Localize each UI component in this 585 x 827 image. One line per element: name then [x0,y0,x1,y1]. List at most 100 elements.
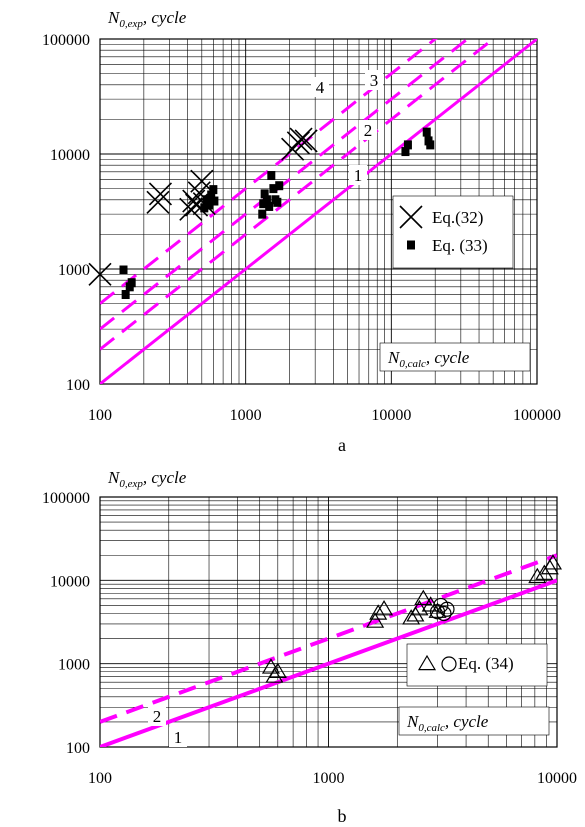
y-tick-label: 100000 [42,490,90,507]
marker-x [289,127,313,151]
y-tick-label: 100 [66,377,90,394]
line-label-1: 1 [174,728,183,747]
x-tick-label: 10000 [371,407,411,424]
legend-box [392,195,514,269]
marker-square [204,200,213,210]
marker-square [269,184,278,194]
marker-square [202,195,211,205]
marker-square [403,140,412,150]
marker-triangle [369,604,388,620]
marker-x [286,131,310,155]
x-axis-label-bg [398,706,550,736]
x-tick-label: 100 [88,407,112,424]
marker-square [258,209,267,219]
marker-square [121,290,130,300]
panel-label: b [338,806,347,826]
marker-x [146,190,170,214]
x-tick-label: 10000 [537,770,577,787]
marker-triangle [268,662,287,678]
legend-entry-x: Eq.(32) [432,208,483,227]
marker-triangle [410,600,429,616]
legend-entry-triangle: Eq. (34) [458,654,514,673]
y-axis-label: N0,exp, cycle [107,8,187,30]
marker-triangle [417,654,437,671]
marker-square [275,181,284,191]
line-label-3: 3 [370,71,379,90]
legend: Eq.(32) Eq. (33) [392,195,514,269]
x-axis-label: N0,calc, cycle [406,712,489,734]
x-tick-label: 100 [88,770,112,787]
marker-triangle [406,606,425,622]
line-label-2: 2 [153,707,162,726]
y-tick-label: 1000 [58,657,90,674]
marker-square [265,201,274,211]
reference-line-1 [100,578,557,747]
marker-circle [441,656,457,672]
line-label-2: 2 [364,121,373,140]
marker-square [426,140,435,150]
line-label-bg [359,120,377,140]
marker-square [401,147,410,157]
x-tick-label: 1000 [230,407,262,424]
line-label-bg [349,165,367,185]
reference-lines [100,553,557,747]
marker-triangle [374,600,394,616]
legend: Eq. (34) [406,643,548,687]
marker-circle [439,601,455,617]
marker-square [260,189,269,199]
marker-square [119,265,128,275]
marker-square [207,190,216,200]
marker-square [273,197,282,207]
line-label-1: 1 [354,166,363,185]
plot-frame [99,38,538,385]
marker-triangle [366,612,385,628]
line-label-bg [365,70,383,90]
plot-frame [99,496,558,748]
marker-x [190,169,214,193]
reference-line-3 [100,39,470,331]
series-triangle [261,554,562,683]
line-label-bg [169,727,187,747]
reference-line-2 [100,39,496,351]
legend-box [406,643,548,687]
marker-square [407,240,415,250]
panel-label: a [338,435,346,455]
marker-triangle [535,564,554,580]
marker-triangle [414,589,433,606]
series-x [88,127,318,286]
series-square [119,127,435,300]
marker-square [262,195,271,205]
marker-square [267,171,276,181]
panel-a: 100 1000 10000 100000 100 1000 10000 100000 1 2 3 4… [42,8,561,455]
x-tick-label: 100000 [513,407,561,424]
x-axis-label: N0,calc, cycle [387,348,470,370]
marker-x [399,205,423,229]
marker-triangle [528,567,547,584]
panel-b: 100 1000 10000 100 1000 10000 100000 12 N0,calc,… [42,468,577,826]
x-axis-label-bg [379,342,531,372]
series-circle [429,597,455,622]
marker-square [127,278,136,288]
marker-square [422,127,431,137]
y-axis-label: N0,exp, cycle [107,468,187,490]
marker-square [209,185,218,195]
y-tick-label: 100000 [42,32,90,49]
marker-square [210,196,219,206]
marker-x [88,262,112,286]
line-label-4: 4 [316,78,325,97]
marker-triangle [402,609,421,625]
y-tick-label: 10000 [50,573,90,590]
marker-triangle [261,658,281,674]
line-label-bg [311,77,329,97]
reference-line-4 [100,39,438,305]
marker-x [148,182,173,206]
reference-lines [100,39,537,384]
line-label-bg [148,706,166,726]
x-tick-label: 1000 [313,770,345,787]
y-tick-label: 1000 [58,262,90,279]
marker-circle [436,605,452,622]
data-markers [261,554,562,683]
marker-x [179,197,203,221]
marker-triangle [543,554,562,570]
